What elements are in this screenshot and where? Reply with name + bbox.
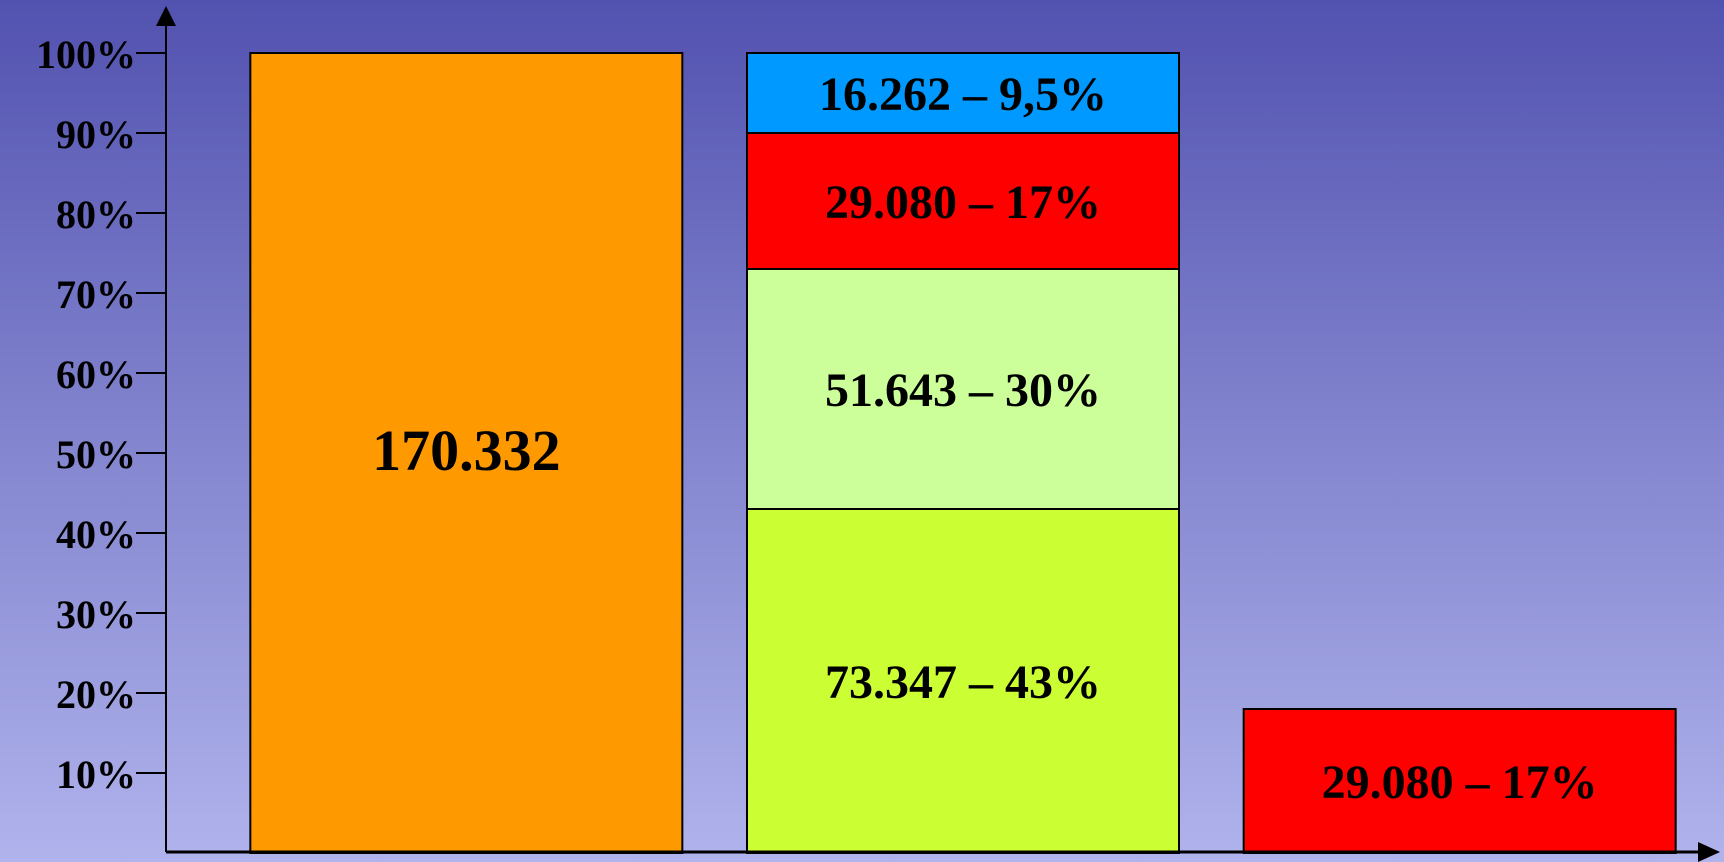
bar-2-segment-1	[746, 508, 1180, 854]
y-ticks: 10% 20% 30% 40% 50% 60% 70% 80% 90% 100%	[36, 32, 166, 797]
bar-3-segment-1	[1242, 708, 1677, 854]
y-tick-label: 80%	[56, 192, 136, 237]
y-axis-arrow-icon	[156, 6, 176, 26]
y-tick-label: 50%	[56, 432, 136, 477]
y-tick-label: 30%	[56, 592, 136, 637]
x-axis-arrow-icon	[1698, 842, 1720, 862]
bar-3-segment-1-label: 29.080 – 17%	[1322, 756, 1598, 809]
y-tick-label: 20%	[56, 672, 136, 717]
y-tick-label: 40%	[56, 512, 136, 557]
y-tick-label: 100%	[36, 32, 136, 77]
axes-layer	[156, 6, 1720, 862]
bar-2-segment-4-label: 16.262 – 9,5%	[819, 68, 1107, 121]
bar-1-segment-1	[249, 52, 684, 854]
bar-1-segment-1-label: 170.332	[372, 418, 561, 483]
y-tick-label: 90%	[56, 112, 136, 157]
y-tick-label: 70%	[56, 272, 136, 317]
bars-layer	[249, 52, 1677, 854]
bar-2-segment-4	[746, 52, 1180, 134]
bar-2-segment-3	[746, 132, 1180, 270]
bar-2-segment-1-label: 73.347 – 43%	[825, 656, 1101, 709]
y-tick-label: 10%	[56, 752, 136, 797]
segment-labels: 170.332 73.347 – 43% 51.643 – 30% 29.080 – …	[372, 68, 1598, 809]
y-tick-label: 60%	[56, 352, 136, 397]
bar-2-segment-3-label: 29.080 – 17%	[825, 176, 1101, 229]
bar-2-segment-2-label: 51.643 – 30%	[825, 364, 1101, 417]
